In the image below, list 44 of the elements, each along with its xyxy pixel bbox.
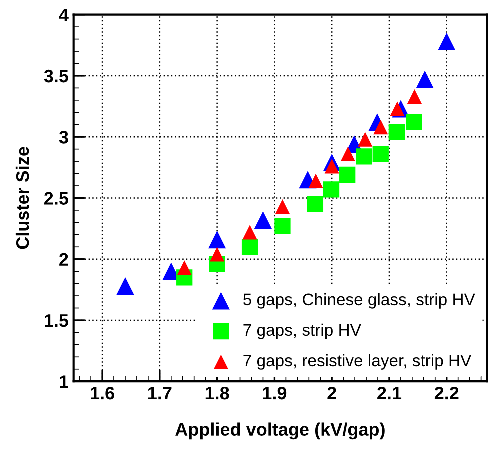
x-tick-label: 2.2 <box>434 386 459 400</box>
point <box>340 146 356 162</box>
legend-label: 5 gaps, Chinese glass, strip HV <box>244 293 476 309</box>
point <box>116 277 134 296</box>
point <box>275 200 290 214</box>
point <box>274 218 291 234</box>
y-axis-title: Cluster Size <box>16 147 30 250</box>
point <box>323 182 340 198</box>
point <box>356 148 372 165</box>
point <box>242 239 258 256</box>
point <box>307 196 324 212</box>
point <box>210 247 225 262</box>
x-tick-label: 1.6 <box>91 386 114 400</box>
y-tick-label: 2.5 <box>44 192 68 205</box>
x-tick-label: 1.9 <box>263 386 287 400</box>
point <box>388 124 406 140</box>
point <box>340 166 356 184</box>
point <box>208 231 226 249</box>
point <box>374 120 388 135</box>
point <box>406 114 422 130</box>
y-tick-label: 4 <box>59 8 69 22</box>
point <box>438 32 456 51</box>
point <box>324 159 340 174</box>
point <box>358 132 373 147</box>
point <box>254 211 272 230</box>
point <box>308 174 324 188</box>
y-tick-label: 2 <box>60 253 68 266</box>
legend-label: 7 gaps, resistive layer, strip HV <box>244 354 472 370</box>
point <box>372 146 389 162</box>
point <box>407 89 422 104</box>
legend-label: 7 gaps, strip HV <box>244 324 362 340</box>
point <box>242 225 258 240</box>
y-tick-label: 3 <box>59 131 68 144</box>
x-tick-label: 2 <box>328 386 336 400</box>
x-tick-label: 1.8 <box>206 386 230 400</box>
y-tick-label: 3.5 <box>44 70 68 83</box>
x-axis-title: Applied voltage (kV/gap) <box>176 422 385 440</box>
x-tick-label: 2.1 <box>378 386 402 400</box>
y-tick-label: 1 <box>60 376 68 388</box>
y-tick-label: 1.5 <box>45 314 68 328</box>
point <box>177 260 192 276</box>
point <box>390 102 405 116</box>
point <box>416 70 434 88</box>
x-tick-label: 1.7 <box>148 387 172 400</box>
